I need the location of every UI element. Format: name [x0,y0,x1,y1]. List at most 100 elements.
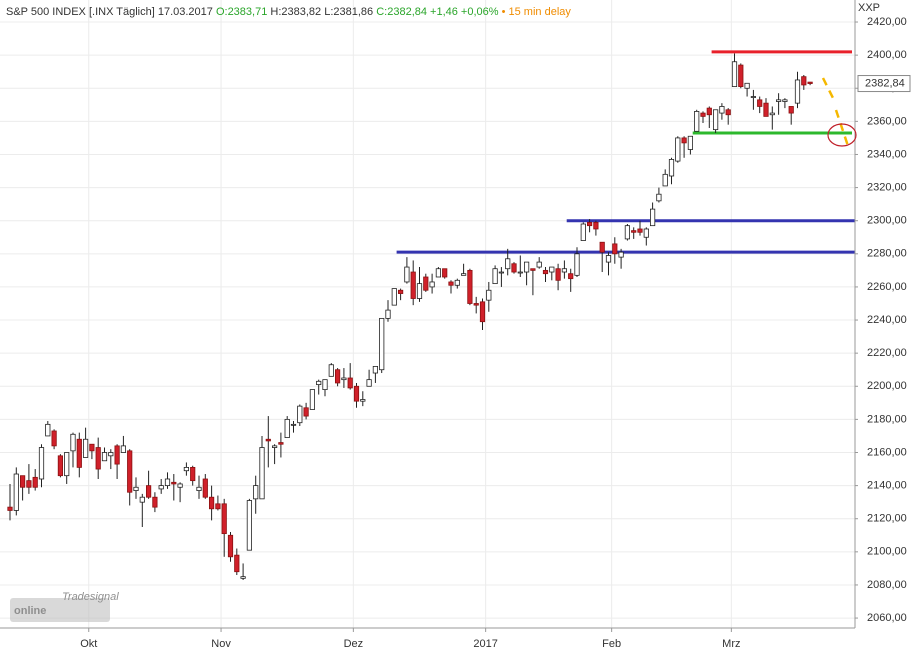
candle-body [322,379,328,390]
candle-body [492,268,498,285]
candle-body [807,81,813,84]
candle-body [360,399,366,402]
header-delay: • 15 min delay [502,6,572,18]
candle-body [719,106,725,114]
candle-body [460,273,467,276]
logo: Tradesignal online [10,591,119,622]
candle-body [486,289,492,301]
candle-body [366,379,372,387]
y-tick-label: 2260,00 [867,281,907,293]
header-close: C:2382,84 +1,46 +0,06% [376,6,499,18]
candle-body [794,79,801,104]
candle-body [725,109,731,116]
highlight-ellipse [827,123,857,147]
trend-line [821,77,836,101]
candle-body [316,380,322,386]
y-tick-label: 2360,00 [867,115,907,127]
candle-body [593,221,599,230]
candle-body [221,503,227,535]
y-tick-label: 2220,00 [867,347,907,359]
candle-body [353,385,360,402]
candle-body [190,466,196,482]
chart-header: S&P 500 INDEX [.INX Täglich] 17.03.2017 … [6,6,571,18]
y-tick-label: 2200,00 [867,380,907,392]
candle-body [687,135,694,150]
candle-body [328,364,334,377]
candle-body [76,438,82,468]
candle-body [624,225,631,240]
candle-body [120,445,126,453]
candle-body [498,271,505,274]
candle-body [561,268,568,273]
candle-body [662,173,668,187]
x-tick-label: Dez [344,638,364,650]
y-tick-label: 2140,00 [867,480,907,492]
candle-body [64,452,70,477]
candle-body [152,496,158,508]
candle-body [700,112,706,117]
last-price-box [857,75,911,93]
candle-body [454,279,460,286]
candle-body [505,258,511,270]
candle-body [511,263,517,273]
candle-body [776,99,782,102]
candle-body [574,253,580,276]
candle-body [101,452,108,462]
candle-body [536,261,542,268]
header-open: O:2383,71 [216,6,267,18]
candle-body [429,281,435,288]
candle-body [83,438,89,458]
candle-body [618,251,624,258]
candle-body [782,99,788,102]
candle-body [416,283,423,299]
x-tick-label: 2017 [473,638,497,650]
candle-body [202,478,208,498]
candle-body [397,289,404,294]
candle-body [587,221,593,227]
candle-body [108,452,114,457]
candle-body [171,481,177,485]
candle-body [114,445,120,465]
candle-body [668,159,675,177]
header-high: H:2383,82 [270,6,321,18]
candle-body [240,576,246,579]
candle-body [208,496,215,510]
candle-body [479,301,486,323]
header-low: L:2381,86 [324,6,373,18]
candle-body [694,111,700,132]
candle-body [555,268,561,281]
candle-body [215,503,221,510]
y-tick-label: 2320,00 [867,181,907,193]
trend-line [834,109,850,147]
candle-body [7,506,13,511]
candle-body [637,228,643,233]
candles [7,53,813,580]
y-tick-label: 2300,00 [867,215,907,227]
candle-body [524,261,530,273]
candle-body [435,268,442,278]
logo-name: online [14,605,46,617]
candle-body [57,455,64,477]
candle-body [788,106,794,114]
candle-body [297,405,303,424]
candle-body [757,99,763,107]
candle-body [769,112,775,116]
candle-body [599,241,605,253]
candle-body [656,193,662,202]
y-tick-label: 2080,00 [867,579,907,591]
candle-body [253,485,259,500]
last-price-label: 2382,84 [865,77,905,89]
candle-body [259,447,265,500]
candle-body [448,281,454,286]
y-tick-label: 2120,00 [867,513,907,525]
candle-body [731,61,738,87]
candle-body [26,480,32,488]
symbol-label: XXP [858,2,880,14]
levels [396,50,855,254]
candle-body [681,137,687,144]
candle-body [379,317,385,371]
y-tick-label: 2420,00 [867,16,907,28]
candle-body [177,483,183,488]
candle-body [372,366,379,374]
candle-body [133,486,139,491]
